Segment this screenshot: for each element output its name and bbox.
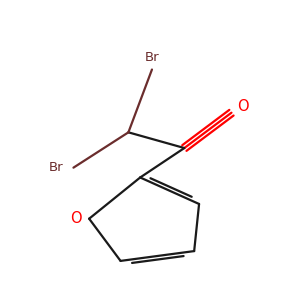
Text: Br: Br bbox=[145, 51, 159, 64]
Text: O: O bbox=[70, 211, 82, 226]
Text: Br: Br bbox=[49, 161, 63, 174]
Text: O: O bbox=[237, 99, 249, 114]
